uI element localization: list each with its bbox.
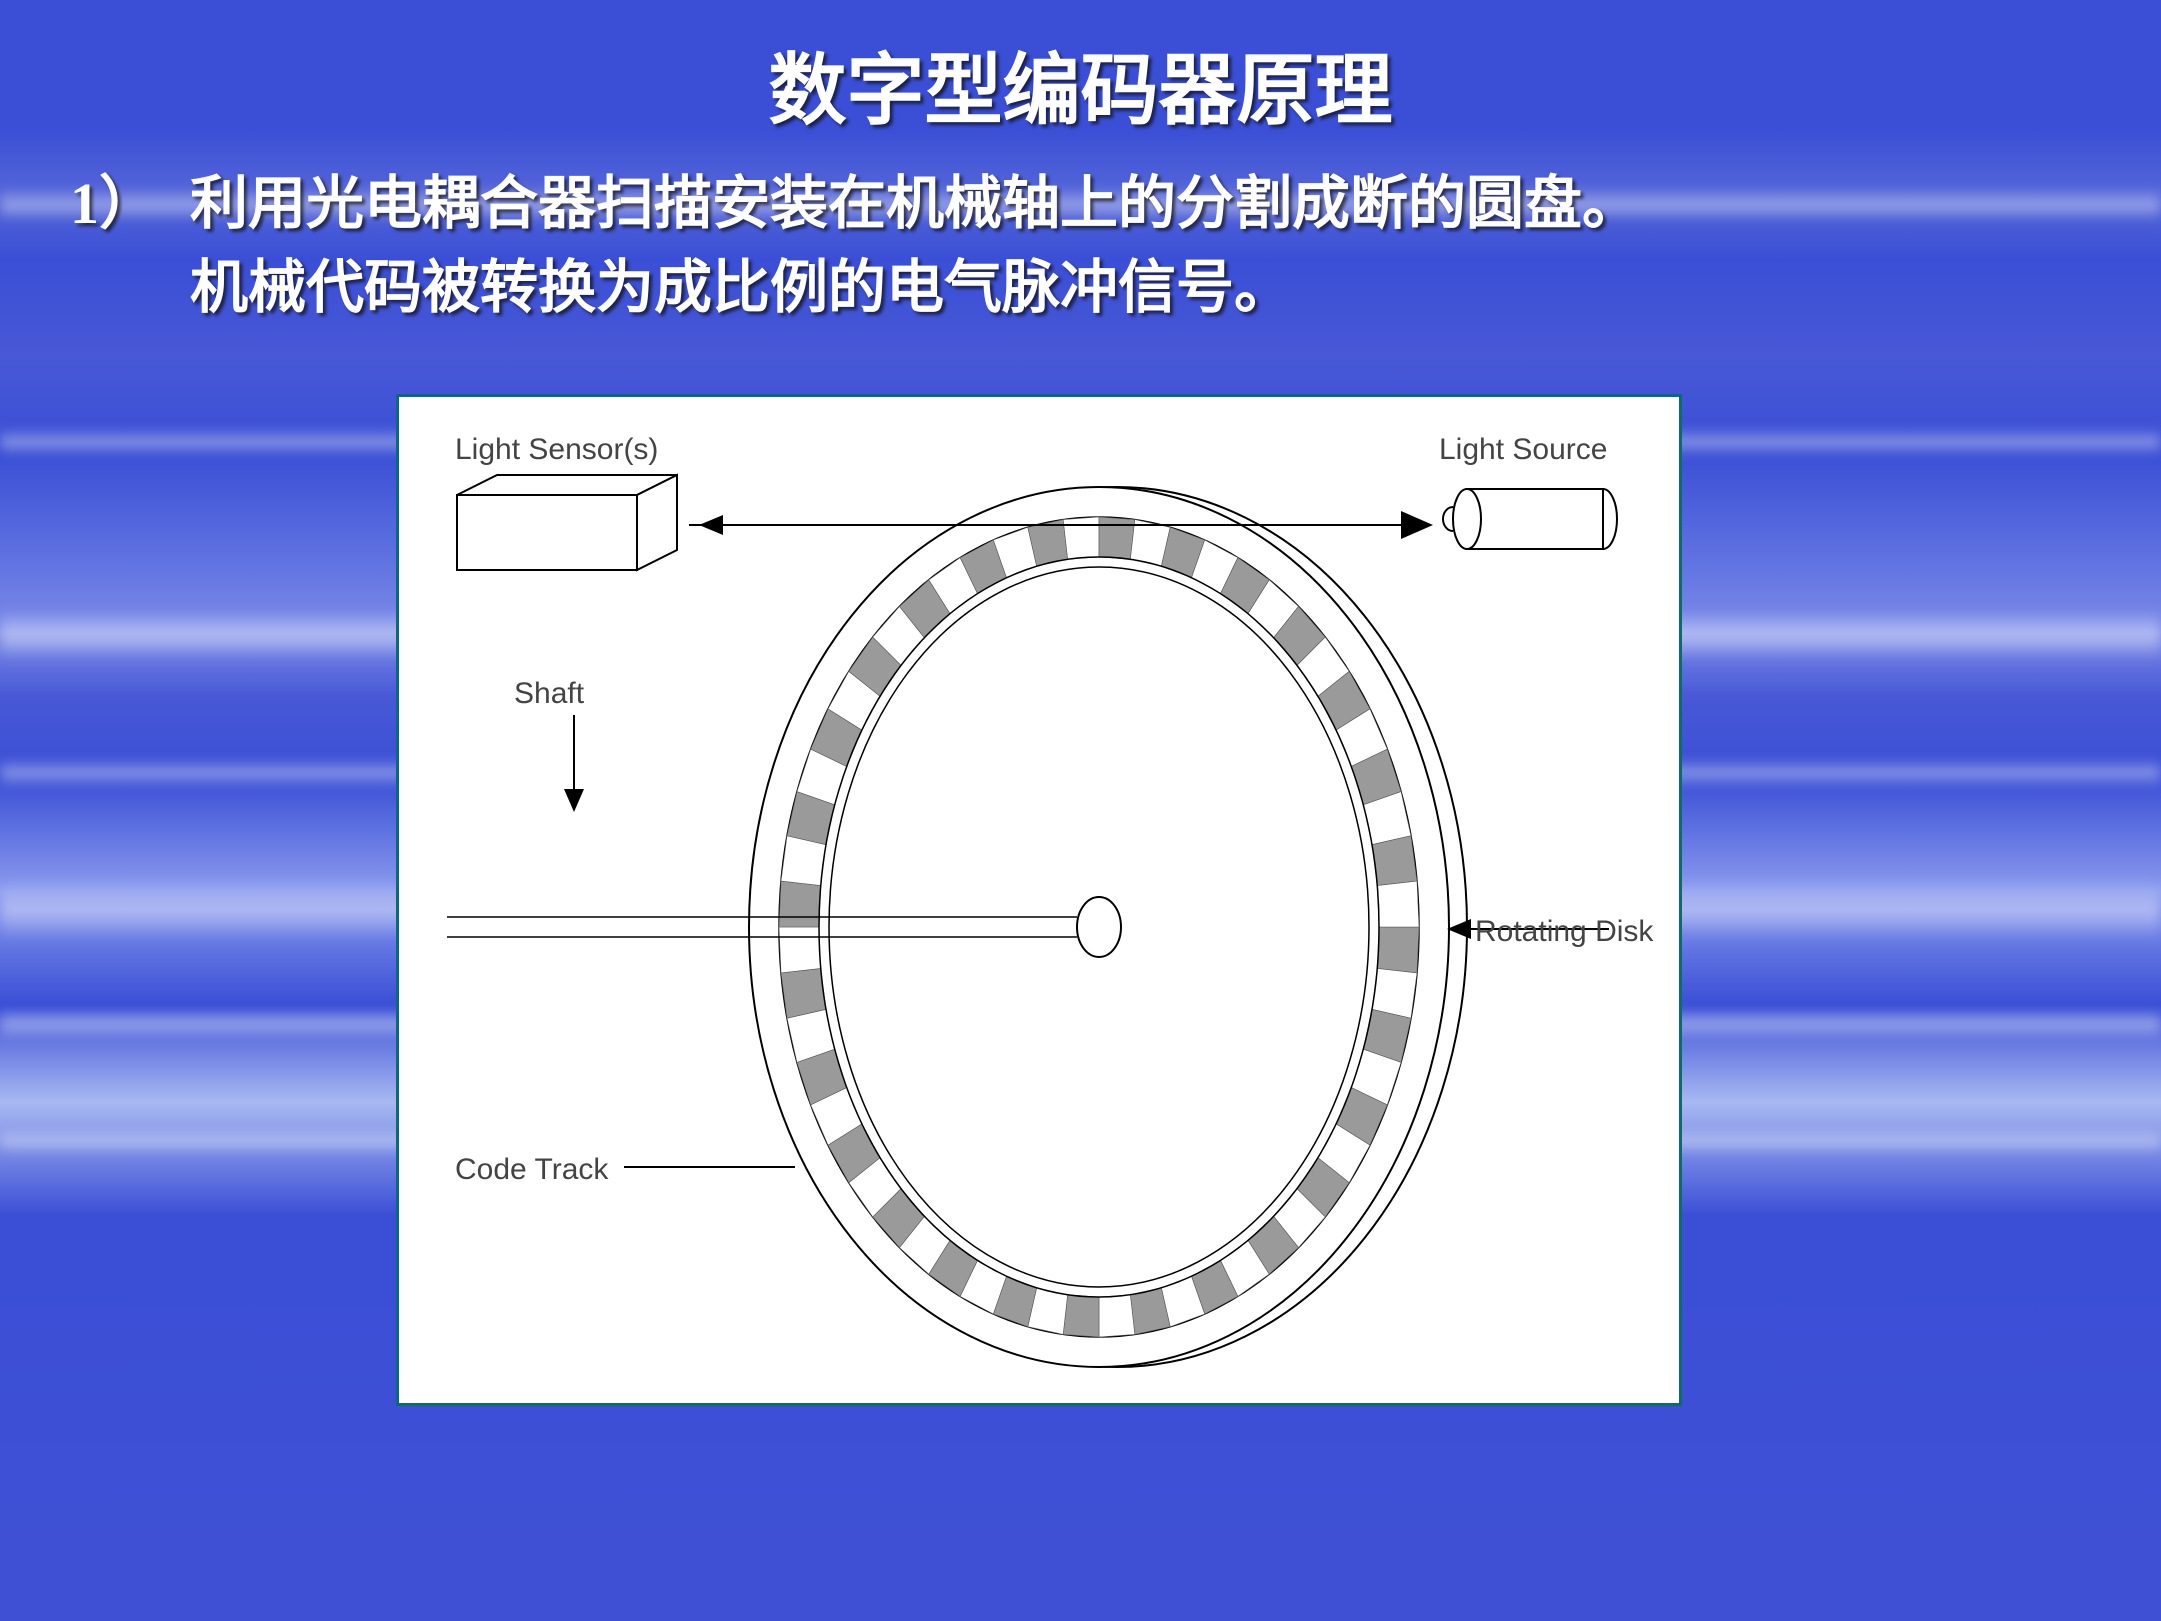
paragraph: 利用光电耦合器扫描安装在机械轴上的分割成断的圆盘。机械代码被转换为成比例的电气脉… — [190, 162, 2071, 330]
shaft-arrowhead — [564, 789, 584, 812]
encoder-diagram-frame: Light Sensor(s) Light Source Shaft Rotat… — [396, 394, 1682, 1406]
encoder-diagram-svg — [399, 397, 1679, 1403]
label-light-source: Light Source — [1439, 433, 1607, 467]
light-source-icon — [1443, 489, 1617, 549]
label-shaft: Shaft — [514, 677, 584, 711]
paragraph-line-1: 利用光电耦合器扫描安装在机械轴上的分割成断的圆盘。 — [190, 171, 1640, 236]
slide-body: 1）利用光电耦合器扫描安装在机械轴上的分割成断的圆盘。机械代码被转换为成比例的电… — [70, 162, 2081, 330]
shaft-hub — [1077, 897, 1121, 957]
list-number: 1） — [70, 162, 190, 246]
label-light-sensor: Light Sensor(s) — [455, 433, 658, 467]
encoder-diagram: Light Sensor(s) Light Source Shaft Rotat… — [399, 397, 1679, 1403]
label-code-track: Code Track — [455, 1153, 608, 1187]
paragraph-line-2: 机械代码被转换为成比例的电气脉冲信号。 — [190, 255, 1292, 320]
label-rotating-disk: Rotating Disk — [1475, 915, 1653, 949]
light-sensor-icon — [457, 475, 677, 570]
light-path-arrowhead — [699, 515, 723, 535]
slide-title: 数字型编码器原理 — [0, 28, 2161, 140]
